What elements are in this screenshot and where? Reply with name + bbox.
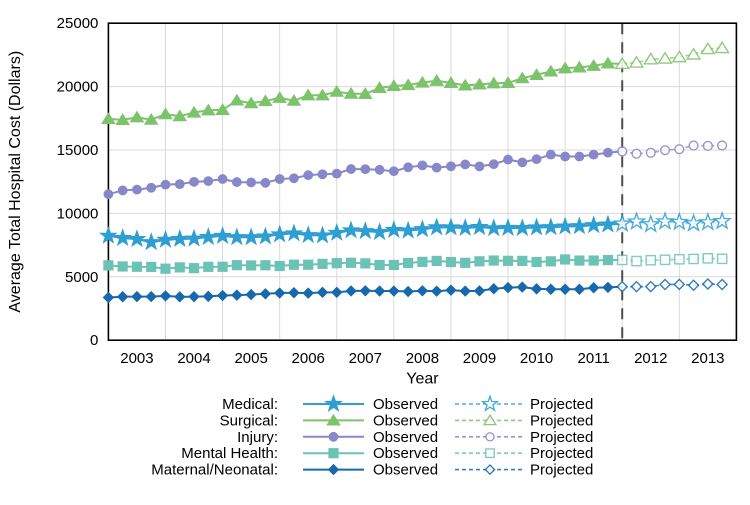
svg-text:20000: 20000	[57, 79, 99, 96]
svg-text:Observed: Observed	[373, 412, 438, 429]
svg-text:2011: 2011	[578, 350, 610, 367]
svg-text:Mental Health:: Mental Health:	[181, 445, 278, 462]
svg-text:Observed: Observed	[373, 429, 438, 446]
svg-text:Year: Year	[406, 370, 439, 387]
svg-text:25000: 25000	[57, 15, 99, 32]
svg-text:2010: 2010	[520, 350, 553, 367]
svg-text:Surgical:: Surgical:	[220, 412, 278, 429]
svg-text:2007: 2007	[349, 350, 382, 367]
svg-text:Projected: Projected	[530, 445, 593, 462]
svg-text:Average Total Hospital Cost (D: Average Total Hospital Cost (Dollars)	[7, 51, 24, 313]
svg-text:15000: 15000	[57, 142, 99, 159]
svg-text:Maternal/Neonatal:: Maternal/Neonatal:	[151, 462, 278, 479]
svg-text:10000: 10000	[57, 205, 99, 222]
svg-text:2008: 2008	[406, 350, 439, 367]
svg-text:Injury:: Injury:	[237, 429, 278, 446]
svg-text:Projected: Projected	[530, 462, 593, 479]
svg-text:2003: 2003	[120, 350, 153, 367]
svg-text:Observed: Observed	[373, 396, 438, 413]
svg-text:2013: 2013	[691, 350, 724, 367]
svg-text:0: 0	[90, 332, 98, 349]
svg-text:2012: 2012	[634, 350, 667, 367]
svg-text:2009: 2009	[463, 350, 496, 367]
svg-text:Observed: Observed	[373, 445, 438, 462]
svg-text:2006: 2006	[292, 350, 325, 367]
svg-text:Projected: Projected	[530, 429, 593, 446]
svg-text:5000: 5000	[65, 269, 98, 286]
svg-text:2005: 2005	[234, 350, 267, 367]
svg-text:Observed: Observed	[373, 462, 438, 479]
svg-text:Projected: Projected	[530, 396, 593, 413]
svg-text:Projected: Projected	[530, 412, 593, 429]
svg-text:2004: 2004	[177, 350, 210, 367]
svg-text:Medical:: Medical:	[222, 396, 278, 413]
